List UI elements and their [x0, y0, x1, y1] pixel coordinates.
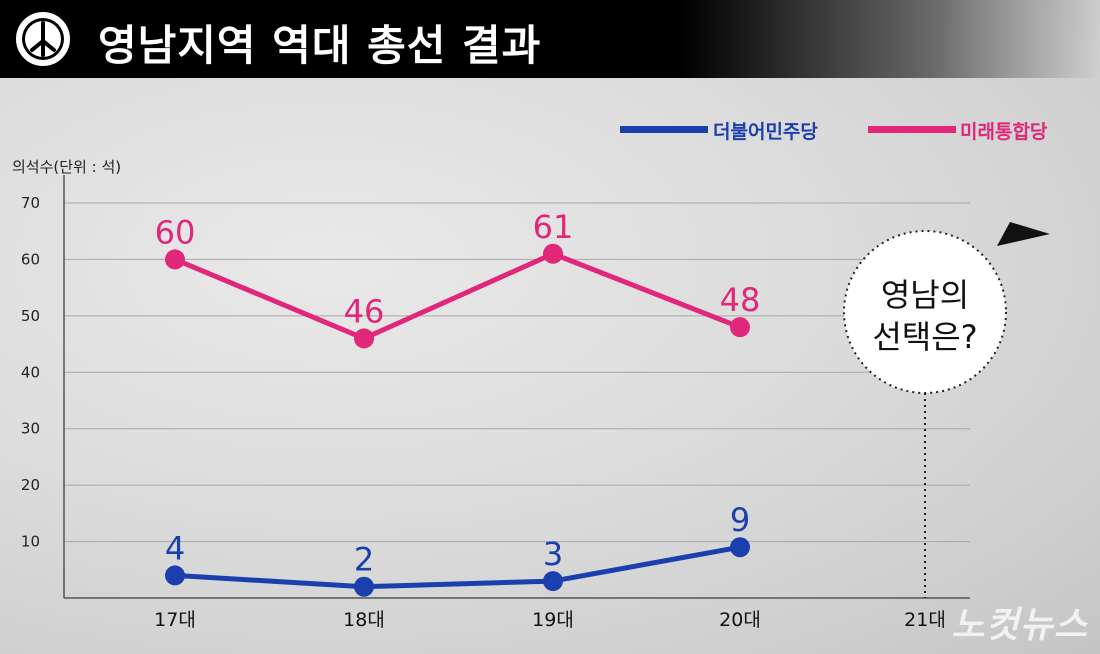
y-tick-label: 60: [21, 250, 40, 268]
ballot-stamp-icon: [16, 12, 70, 66]
data-label: 46: [344, 292, 385, 330]
y-tick-label: 30: [21, 420, 40, 438]
legend-swatch-unified: [868, 126, 956, 133]
callout-line1: 영남의: [881, 276, 969, 314]
y-tick-label: 50: [21, 307, 40, 325]
page-title: 영남지역 역대 총선 결과: [98, 21, 542, 70]
data-label: 4: [165, 529, 185, 567]
data-point: [165, 249, 185, 270]
data-label: 61: [533, 208, 574, 246]
y-tick-label: 10: [21, 533, 40, 551]
y-tick-label: 40: [21, 363, 40, 381]
watermark-logo: 노컷뉴스: [951, 605, 1088, 646]
data-point: [165, 565, 185, 586]
data-label: 9: [730, 501, 750, 539]
x-tick-label: 20대: [719, 609, 761, 631]
data-point: [354, 576, 374, 597]
legend-swatch-democratic: [620, 126, 708, 133]
data-point: [543, 571, 563, 592]
legend-label-unified: 미래통합당: [960, 121, 1048, 143]
series-line: [174, 544, 741, 590]
callout-line2: 선택은?: [872, 318, 977, 356]
x-tick-label: 18대: [343, 609, 385, 631]
x-tick-label: 19대: [532, 609, 574, 631]
data-point: [730, 317, 750, 338]
y-tick-label: 70: [21, 194, 40, 212]
data-point: [730, 537, 750, 558]
data-point: [543, 243, 563, 264]
data-label: 48: [720, 281, 761, 319]
data-label: 3: [543, 535, 563, 573]
data-label: 60: [155, 213, 196, 251]
y-tick-label: 20: [21, 476, 40, 494]
legend: 더불어민주당 미래통합당: [620, 121, 1048, 143]
data-label: 2: [354, 541, 374, 579]
data-point: [354, 328, 374, 349]
emphasis-mark-icon: [997, 222, 1050, 246]
series-line: [174, 251, 741, 341]
header-bar: 영남지역 역대 총선 결과: [0, 0, 1100, 78]
x-tick-label: 21대: [904, 609, 946, 631]
legend-label-democratic: 더불어민주당: [713, 121, 818, 143]
x-tick-label: 17대: [154, 609, 196, 631]
callout: 영남의 선택은?: [843, 222, 1050, 598]
y-axis-unit-label: 의석수(단위 : 석): [12, 158, 121, 176]
